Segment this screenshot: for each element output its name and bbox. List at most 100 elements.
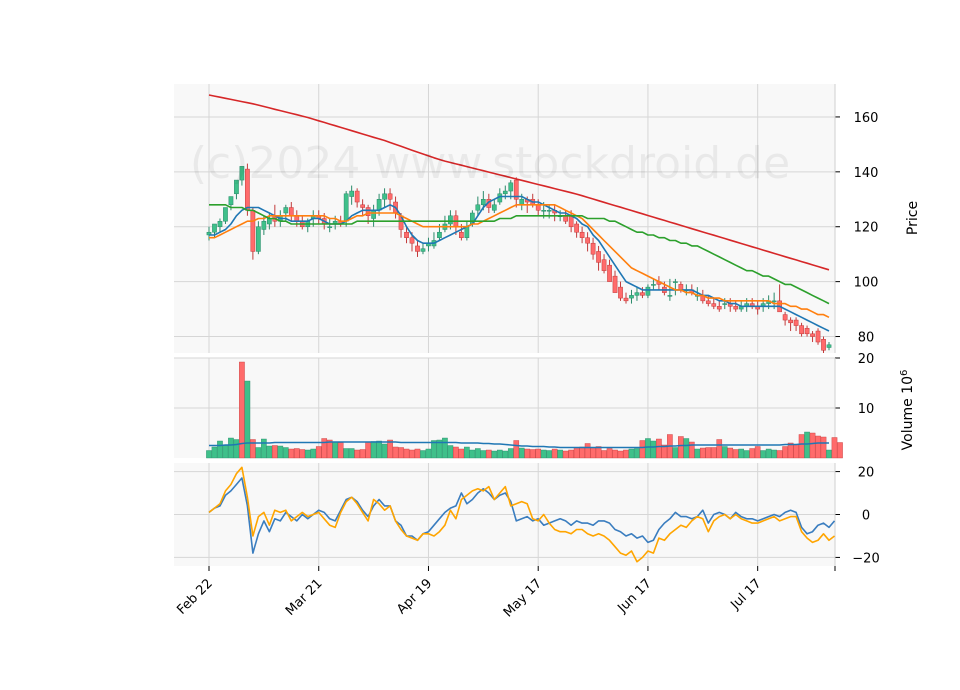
candle — [716, 300, 722, 312]
volume-bar — [760, 450, 766, 459]
volume-bar — [820, 436, 827, 459]
candle — [810, 331, 815, 343]
volume-bar — [787, 442, 794, 459]
candle-body — [354, 190, 360, 203]
volume-bar — [584, 443, 591, 459]
volume-bar — [727, 447, 734, 459]
volume-bar — [700, 447, 706, 459]
oscillator-panel: −20 0 20 — [174, 463, 880, 566]
volume-bar — [705, 447, 712, 459]
volume-ytick-label: 10 — [858, 402, 875, 417]
volume-bar — [634, 448, 640, 459]
candle — [640, 287, 645, 299]
candle-body — [212, 223, 217, 233]
candle — [491, 199, 497, 214]
candle — [804, 325, 810, 337]
volume-bar — [601, 450, 607, 459]
candle — [826, 342, 832, 351]
candle-body — [810, 333, 815, 337]
candle — [223, 207, 228, 224]
candle-body — [623, 297, 629, 302]
volume-bar — [337, 442, 344, 459]
price-ytick-label: 140 — [854, 166, 879, 181]
candle-body — [513, 179, 519, 200]
volume-bar — [206, 450, 212, 459]
candle-body — [585, 237, 590, 244]
volume-bar — [403, 448, 410, 459]
volume-bar — [409, 449, 415, 459]
volume-bar — [656, 438, 662, 459]
candle — [612, 270, 618, 293]
volume-bar — [431, 440, 437, 459]
volume-bar — [826, 449, 832, 459]
x-axis: Feb 22 Mar 21 Apr 19 May 17 Jun 17 Jul 17 — [174, 566, 836, 620]
candle-body — [793, 319, 799, 326]
candle-body — [722, 303, 728, 305]
candle-body — [815, 330, 821, 343]
candle-body — [607, 264, 612, 282]
volume-bar — [623, 449, 629, 459]
volume-bar — [217, 440, 223, 459]
price-ytick-label: 100 — [854, 276, 879, 291]
osc-ytick-label: −20 — [852, 551, 879, 566]
candle — [618, 281, 623, 301]
volume-bar — [315, 446, 322, 459]
volume-bar — [398, 447, 404, 459]
volume-bar — [442, 437, 448, 459]
osc-ytick-label: 0 — [862, 509, 870, 524]
candle-body — [574, 223, 579, 233]
volume-bar — [255, 447, 262, 459]
watermark: (c)2024 www.stockdroid.de — [190, 138, 790, 189]
candle-body — [601, 259, 607, 271]
candle-body — [519, 199, 525, 206]
volume-bar — [332, 441, 338, 459]
candle — [651, 278, 656, 290]
volume-bar — [793, 444, 799, 459]
candle-body — [349, 190, 355, 197]
volume-bar — [261, 438, 267, 459]
candle — [256, 221, 261, 255]
candle — [354, 188, 360, 208]
volume-panel: 10 20 — [174, 352, 875, 459]
volume-bar — [486, 449, 492, 459]
volume-bar — [650, 440, 657, 459]
volume-bar — [475, 448, 481, 459]
candle-body — [826, 344, 832, 348]
candle-body — [420, 248, 426, 252]
volume-bar — [546, 450, 552, 459]
volume-bar — [568, 449, 574, 459]
volume-bar — [310, 448, 317, 459]
volume-bar — [277, 445, 284, 459]
volume-bar — [837, 442, 843, 459]
candle — [815, 328, 821, 345]
volume-bar — [222, 445, 229, 459]
candle-body — [673, 281, 678, 283]
volume-bar — [628, 448, 635, 459]
volume-axis-exponent: 6 — [899, 370, 910, 376]
osc-orange-line — [208, 466, 835, 563]
volume-bar — [244, 380, 251, 459]
candle-body — [382, 193, 387, 200]
candle — [711, 298, 717, 310]
candle — [596, 245, 601, 271]
candle-body — [508, 182, 514, 192]
volume-bar — [612, 449, 618, 459]
candle-body — [716, 306, 722, 310]
volume-volume-ma-line — [209, 441, 829, 449]
candle-body — [223, 207, 228, 222]
candle-body — [480, 199, 486, 206]
volume-bar — [782, 446, 788, 459]
candle-body — [502, 190, 508, 195]
x-tick-label: May 17 — [501, 576, 545, 620]
candle — [420, 243, 426, 255]
candle-body — [288, 207, 294, 217]
candle-body — [491, 204, 497, 211]
candle — [590, 237, 596, 260]
price-axis-label: Price — [905, 201, 921, 235]
candle-body — [343, 193, 349, 222]
candle-body — [788, 319, 793, 324]
volume-bar — [689, 441, 695, 459]
volume-axis-label: Volume 106 — [899, 370, 917, 451]
candle-body — [678, 284, 684, 291]
volume-bar — [381, 443, 388, 459]
